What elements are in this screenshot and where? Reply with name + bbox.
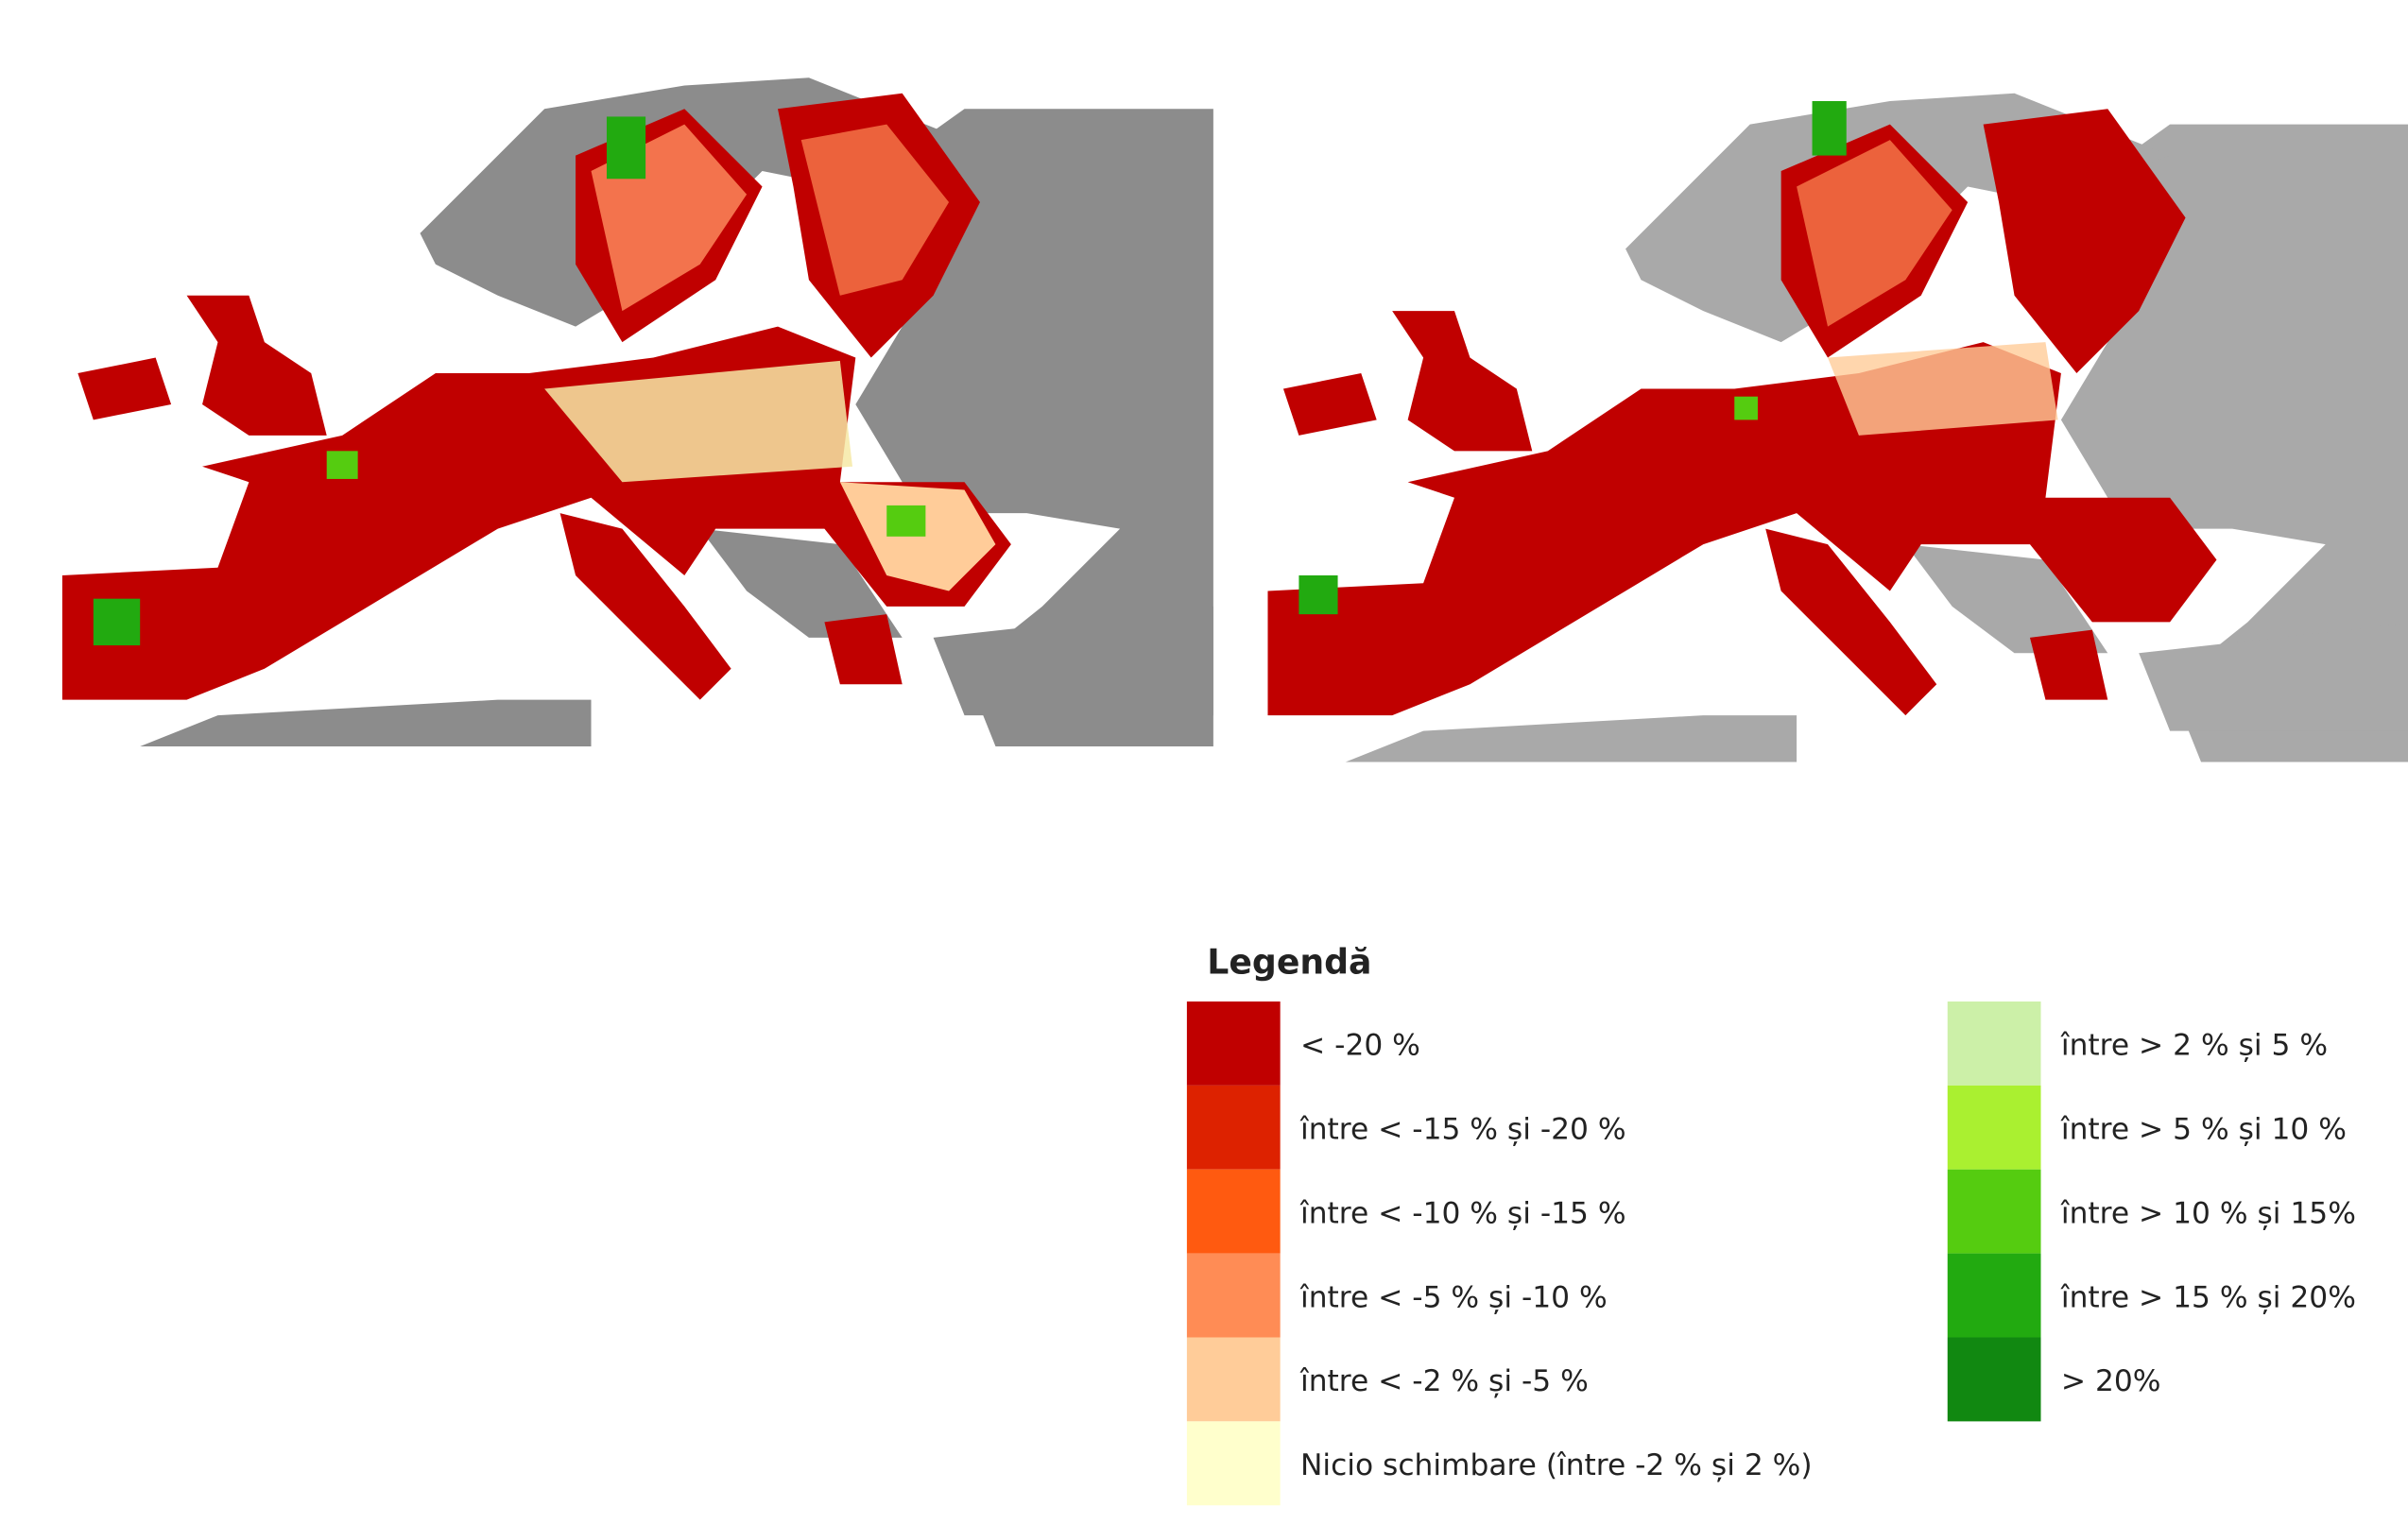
- legend-label: < -20 %: [1300, 1029, 1420, 1063]
- legend-swatch: [1186, 1421, 1281, 1506]
- region-patch: [1797, 140, 1952, 327]
- region-patch: [800, 124, 950, 296]
- legend-label: între > 5 % și 10 %: [2060, 1113, 2347, 1147]
- legend: Legendă < -20 % între < -15 % și -20 % înt…: [1186, 941, 2356, 1506]
- legend-swatch: [1947, 1001, 2041, 1086]
- region-patch: [326, 451, 358, 479]
- legend-swatch: [1186, 1169, 1281, 1254]
- legend-label: între < -5 % și -10 %: [1299, 1280, 1608, 1314]
- map-right: [1267, 93, 2408, 762]
- legend-swatch: [1947, 1337, 2041, 1422]
- region-patch: [886, 505, 926, 537]
- legend-label: Nicio schimbare (între -2 % și 2 %): [1300, 1448, 1813, 1482]
- region-patch: [93, 598, 141, 646]
- map-left: [61, 77, 1213, 747]
- legend-label: între > 2 % și 5 %: [2060, 1029, 2328, 1063]
- legend-swatch: [1186, 1253, 1281, 1338]
- legend-swatch: [1186, 1337, 1281, 1422]
- region-patch: [1299, 574, 1338, 615]
- region-patch: [544, 360, 853, 483]
- legend-swatch: [1947, 1169, 2041, 1254]
- legend-label: între < -2 % și -5 %: [1299, 1364, 1589, 1398]
- region-patch: [1734, 396, 1758, 420]
- legend-swatch: [1947, 1085, 2041, 1170]
- legend-swatch: [1186, 1001, 1281, 1086]
- legend-label: între < -10 % și -15 %: [1299, 1196, 1626, 1230]
- legend-swatch: [1186, 1085, 1281, 1170]
- region-patch: [1812, 100, 1847, 156]
- legend-title: Legendă: [1207, 941, 1371, 982]
- legend-label: între > 15 % și 20%: [2060, 1280, 2356, 1314]
- region-patch: [1828, 342, 2058, 436]
- legend-label: > 20%: [2061, 1364, 2161, 1398]
- region-patch: [606, 116, 646, 180]
- legend-swatch: [1947, 1253, 2041, 1338]
- legend-label: între > 10 % și 15%: [2060, 1196, 2356, 1230]
- legend-label: între < -15 % și -20 %: [1299, 1113, 1626, 1147]
